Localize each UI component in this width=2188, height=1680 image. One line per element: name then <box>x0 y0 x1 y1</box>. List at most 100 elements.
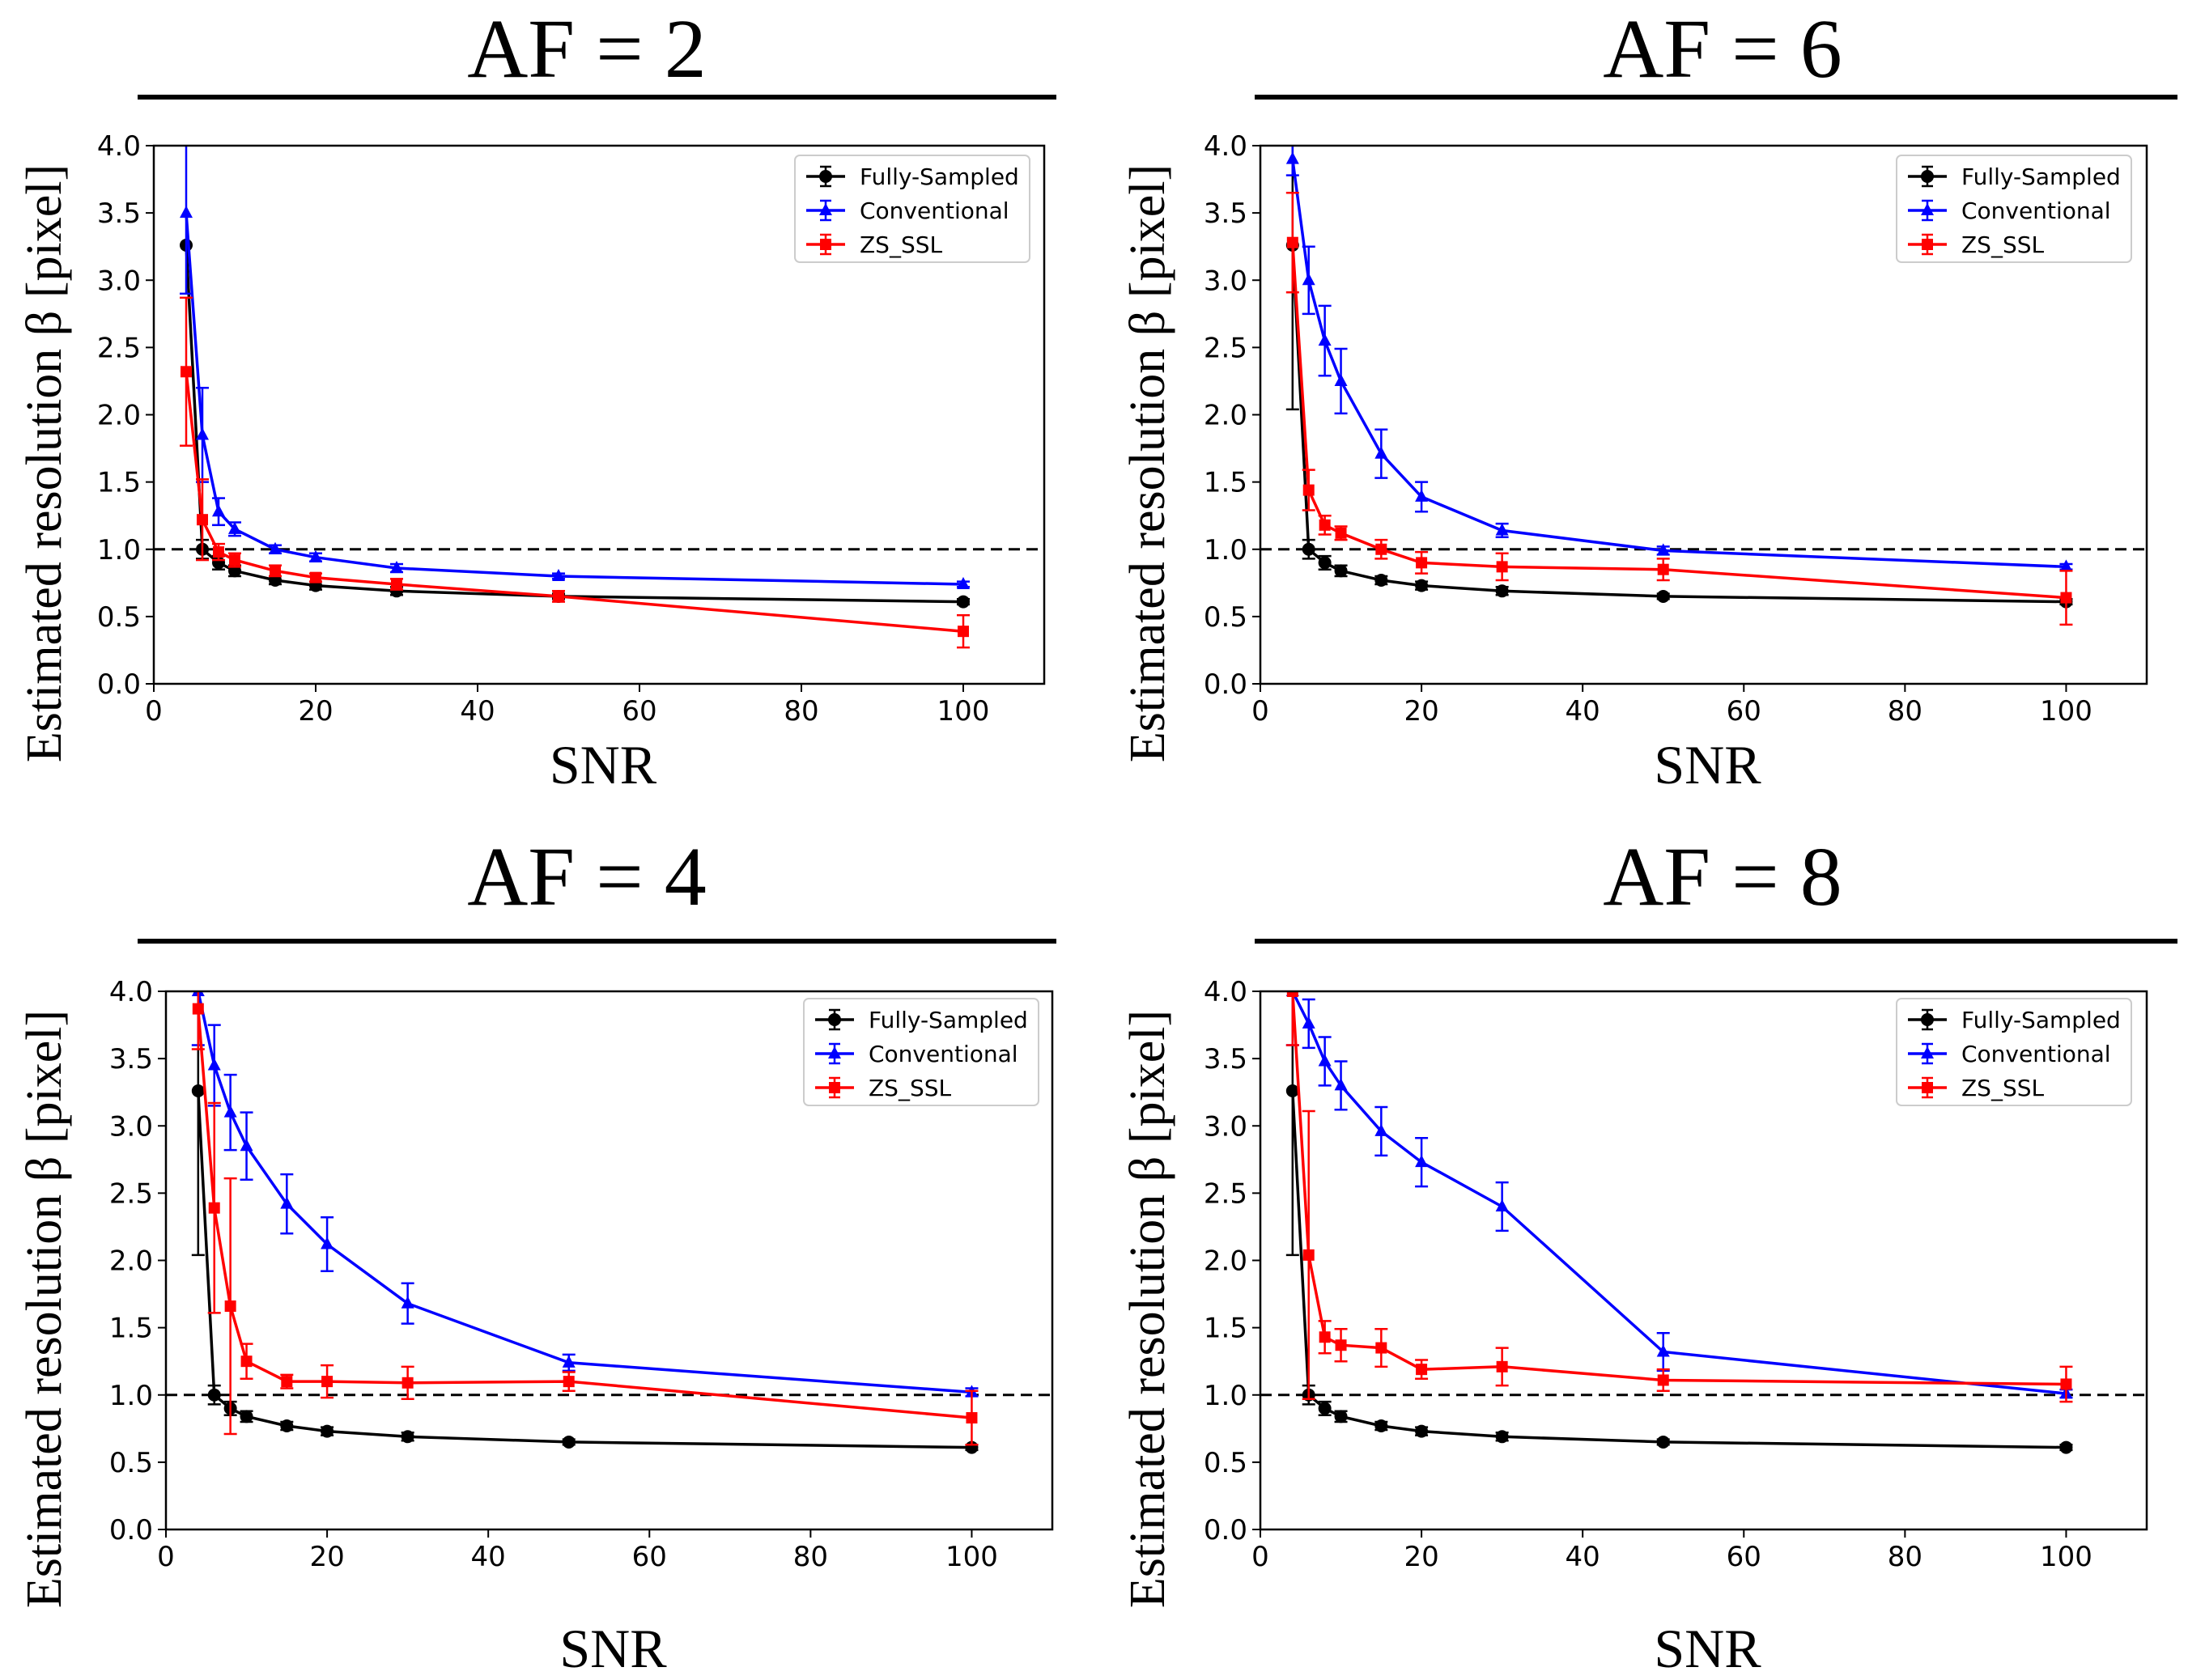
data-point <box>1415 579 1429 592</box>
data-point <box>240 1139 253 1152</box>
y-tick-label: 4.0 <box>109 976 153 1008</box>
data-point <box>1415 1155 1429 1168</box>
data-point <box>553 590 564 602</box>
y-tick-label: 1.5 <box>97 467 141 499</box>
y-tick-label: 3.0 <box>109 1110 153 1143</box>
y-tick-label: 0.5 <box>109 1447 153 1479</box>
panel-title: AF = 8 <box>1603 830 1842 923</box>
data-point <box>1335 527 1347 539</box>
data-point <box>1335 1339 1347 1351</box>
y-tick-label: 2.0 <box>97 400 141 432</box>
legend-marker <box>1922 1082 1933 1093</box>
data-point <box>212 504 225 517</box>
data-point <box>196 427 209 440</box>
plot-area <box>1285 991 2073 1454</box>
y-tick-label: 4.0 <box>97 130 141 163</box>
y-tick-label: 3.0 <box>1204 265 1247 297</box>
y-tick-label: 0.5 <box>97 601 141 634</box>
data-point <box>309 549 322 562</box>
legend: Fully-Sampled Conventional ZS_SSL <box>794 155 1030 263</box>
legend-marker <box>819 170 832 183</box>
data-point <box>1416 1364 1428 1376</box>
data-point <box>224 1300 236 1313</box>
data-point <box>1415 1424 1429 1438</box>
data-point <box>1495 584 1509 598</box>
data-point <box>280 1419 294 1432</box>
x-tick-label: 20 <box>1404 695 1438 728</box>
y-tick-label: 2.5 <box>1204 332 1247 364</box>
legend: Fully-Sampled Conventional ZS_SSL <box>1896 155 2132 263</box>
x-tick-label: 40 <box>1566 695 1600 728</box>
data-point <box>1286 991 1298 997</box>
data-point <box>966 1412 978 1424</box>
data-point <box>2059 1440 2073 1454</box>
data-point <box>1374 573 1388 587</box>
data-point <box>562 1435 576 1449</box>
x-tick-label: 20 <box>298 695 333 728</box>
y-tick-label: 2.0 <box>1204 1245 1247 1278</box>
y-tick-label: 2.0 <box>109 1245 153 1278</box>
y-tick-label: 1.0 <box>97 534 141 566</box>
legend-label: Conventional <box>1961 1041 2111 1067</box>
legend: Fully-Sampled Conventional ZS_SSL <box>1896 998 2132 1106</box>
data-point <box>213 546 224 558</box>
x-tick-label: 20 <box>1404 1541 1438 1573</box>
series-line <box>185 212 964 586</box>
panel-title: AF = 6 <box>1603 2 1842 95</box>
y-axis-label: Estimated resolution β [pixel] <box>1120 1010 1175 1608</box>
data-point <box>1302 484 1315 496</box>
data-point <box>1496 561 1508 573</box>
data-point <box>2060 592 2072 604</box>
x-tick-label: 100 <box>945 1541 998 1573</box>
y-tick-label: 0.0 <box>97 668 141 701</box>
data-point <box>1416 557 1428 569</box>
x-axis-label: SNR <box>1654 734 1761 795</box>
x-tick-label: 100 <box>2040 1541 2092 1573</box>
legend-box <box>803 998 1039 1106</box>
data-point <box>1285 1084 1299 1098</box>
legend-marker <box>828 1046 841 1058</box>
x-axis-label: SNR <box>559 1618 667 1679</box>
y-tick-label: 2.5 <box>97 332 141 364</box>
y-axis-label: Estimated resolution β [pixel] <box>17 164 72 762</box>
data-point <box>281 1376 293 1388</box>
y-tick-label: 3.5 <box>1204 1043 1247 1075</box>
data-point <box>1302 542 1315 556</box>
data-point <box>2059 559 2073 572</box>
y-tick-label: 4.0 <box>1204 130 1247 163</box>
x-tick-label: 0 <box>157 1541 175 1573</box>
y-tick-label: 1.5 <box>1204 467 1247 499</box>
x-tick-label: 20 <box>309 1541 344 1573</box>
data-point <box>1657 563 1669 575</box>
series-line <box>185 371 964 633</box>
y-tick-label: 0.0 <box>109 1514 153 1546</box>
y-tick-label: 1.0 <box>1204 534 1247 566</box>
data-point <box>1374 1123 1388 1136</box>
data-point <box>270 565 281 577</box>
legend-box <box>794 155 1030 263</box>
legend-label: Fully-Sampled <box>1961 163 2121 190</box>
data-point <box>1495 1199 1509 1211</box>
plot-area <box>191 991 979 1454</box>
y-tick-label: 0.5 <box>1204 1447 1247 1479</box>
legend-label: Conventional <box>860 197 1009 224</box>
data-point <box>1656 1435 1670 1449</box>
x-tick-label: 0 <box>145 695 163 728</box>
legend-marker <box>1921 1013 1934 1026</box>
data-point <box>1302 1249 1315 1261</box>
data-point <box>228 521 241 534</box>
legend-marker <box>819 203 832 215</box>
x-tick-label: 40 <box>471 1541 506 1573</box>
x-tick-label: 0 <box>1251 1541 1269 1573</box>
panel-title: AF = 2 <box>467 2 707 95</box>
x-tick-label: 60 <box>632 1541 667 1573</box>
y-tick-label: 1.5 <box>109 1313 153 1345</box>
legend: Fully-Sampled Conventional ZS_SSL <box>803 998 1039 1106</box>
data-point <box>321 1424 334 1438</box>
data-point <box>1657 1374 1669 1386</box>
data-point <box>1374 446 1388 459</box>
data-point <box>197 514 208 526</box>
data-point <box>1319 519 1331 531</box>
data-point <box>957 595 970 609</box>
y-tick-label: 2.0 <box>1204 400 1247 432</box>
